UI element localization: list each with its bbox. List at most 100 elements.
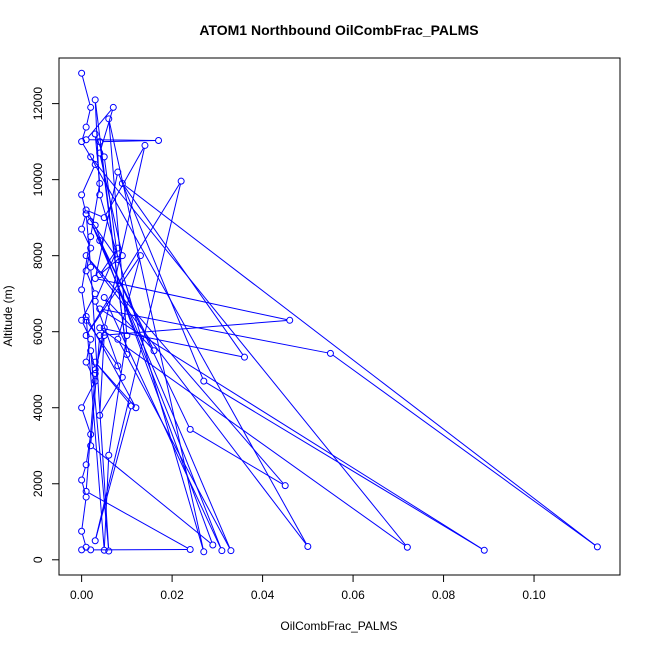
data-point <box>87 103 95 111</box>
data-point <box>91 96 99 104</box>
data-point <box>155 136 163 144</box>
series-points <box>78 69 601 556</box>
data-point <box>87 430 95 438</box>
data-point <box>96 191 104 199</box>
y-tick-label: 2000 <box>31 470 45 497</box>
data-point <box>87 233 95 241</box>
series-line <box>81 75 596 551</box>
series-segment <box>90 353 109 549</box>
series-segment <box>81 239 91 288</box>
series-segment <box>90 270 110 549</box>
data-point <box>78 546 86 554</box>
data-point <box>118 373 126 381</box>
data-point <box>87 153 95 161</box>
data-point <box>78 191 86 199</box>
data-point <box>96 179 104 187</box>
data-point <box>209 541 217 549</box>
data-point <box>78 527 86 535</box>
series-segment <box>99 144 127 352</box>
data-point <box>200 548 208 556</box>
data-point <box>100 324 108 332</box>
data-point <box>78 404 86 412</box>
y-tick-label: 8000 <box>31 242 45 269</box>
data-point <box>82 252 90 260</box>
data-point <box>82 332 90 340</box>
series-segment <box>100 242 190 427</box>
data-point <box>100 293 108 301</box>
x-tick-label: 0.00 <box>70 588 94 602</box>
data-point <box>100 332 108 340</box>
x-tick-label: 0.04 <box>251 588 275 602</box>
data-point <box>105 115 113 123</box>
data-point <box>326 349 334 357</box>
data-point <box>78 316 86 324</box>
data-point <box>593 543 601 551</box>
y-tick-label: 6000 <box>31 318 45 345</box>
series-segment <box>96 364 135 406</box>
data-point <box>186 546 194 554</box>
data-point <box>82 461 90 469</box>
data-point <box>281 482 289 490</box>
data-point <box>286 316 294 324</box>
series-segment <box>108 121 204 549</box>
series-segment <box>82 129 86 139</box>
y-tick-label: 12000 <box>31 87 45 121</box>
data-point <box>105 547 113 555</box>
data-point <box>96 305 104 313</box>
series-segment <box>92 447 211 544</box>
data-point <box>87 263 95 271</box>
data-point <box>82 206 90 214</box>
series-segment <box>124 184 596 546</box>
series-segment <box>81 534 86 545</box>
series-segment <box>102 320 287 336</box>
data-point <box>123 332 131 340</box>
data-point <box>82 313 90 320</box>
series-segment <box>95 183 181 538</box>
data-point <box>91 221 99 229</box>
series-segment <box>91 159 307 545</box>
data-point <box>100 546 108 554</box>
data-point <box>136 252 144 260</box>
series-segment <box>108 121 128 333</box>
series-segment <box>91 224 231 549</box>
data-point <box>114 168 122 176</box>
data-point <box>105 451 113 459</box>
data-point <box>240 353 248 361</box>
y-tick-label: 4000 <box>31 394 45 421</box>
series-segment <box>82 410 91 432</box>
series-segment <box>82 143 95 163</box>
data-point <box>91 537 99 545</box>
data-point <box>82 487 90 495</box>
data-point <box>132 404 140 412</box>
series-segment <box>104 148 145 326</box>
series-segment <box>87 322 117 364</box>
data-point <box>96 149 104 157</box>
chart-title: ATOM1 Northbound OilCombFrac_PALMS <box>199 22 478 38</box>
series-segment <box>81 75 91 105</box>
x-axis: 0.00 0.02 0.04 0.06 0.08 0.10 <box>70 574 546 602</box>
data-point <box>91 358 99 366</box>
series-segment <box>104 159 118 257</box>
series-segment <box>332 354 596 546</box>
series-segment <box>86 273 95 292</box>
data-point <box>78 225 86 233</box>
data-point <box>91 377 99 385</box>
data-point <box>78 69 86 77</box>
data-point <box>82 267 90 275</box>
data-point <box>186 425 194 433</box>
x-tick-label: 0.08 <box>432 588 456 602</box>
y-axis-label: Altitude (m) <box>1 285 15 346</box>
plot-frame <box>58 57 621 576</box>
series-segment <box>102 328 242 358</box>
data-point <box>78 286 86 294</box>
data-point <box>82 493 90 501</box>
series-segment <box>81 216 86 227</box>
data-point <box>118 252 126 260</box>
series-segment <box>90 338 100 443</box>
data-point <box>87 244 95 252</box>
data-point <box>96 236 104 244</box>
data-point <box>96 332 104 340</box>
data-point <box>87 347 95 355</box>
data-point <box>150 347 158 355</box>
series-segment <box>82 166 95 193</box>
